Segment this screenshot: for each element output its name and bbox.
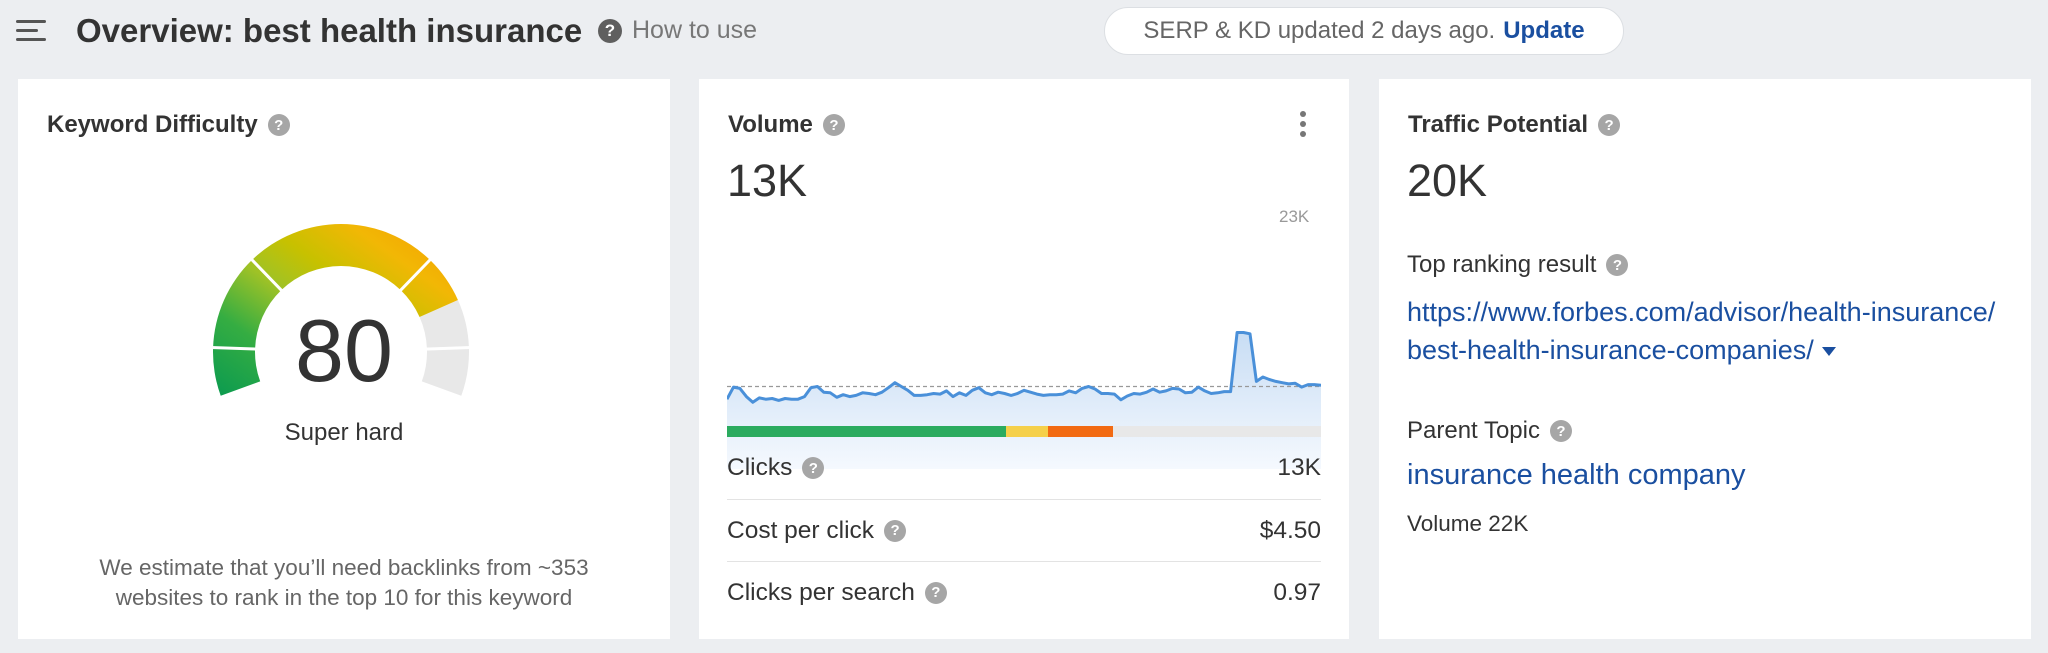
parent-topic-link[interactable]: insurance health company (1407, 459, 1746, 491)
volume-card: Volume ? 13K 23K Clicks? 13K Cost per cl… (699, 79, 1349, 639)
top-ranking-url[interactable]: https://www.forbes.com/advisor/health-in… (1407, 293, 2007, 369)
menu-icon[interactable] (16, 18, 46, 42)
volume-trend-line (727, 331, 1321, 404)
help-icon[interactable]: ? (1606, 254, 1629, 276)
top-bar: Overview: best health insurance ? How to… (0, 0, 2048, 62)
kd-score: 80 (295, 301, 393, 400)
kd-gauge-divider (424, 345, 471, 351)
metric-row-cpc: Cost per click? $4.50 (727, 499, 1321, 561)
metric-row-clicks: Clicks? 13K (727, 437, 1321, 499)
clicks-paid-segment (1047, 426, 1114, 437)
keyword-difficulty-card: Keyword Difficulty ? 80 Super hard We es… (18, 79, 670, 639)
kd-gauge-divider (249, 257, 284, 293)
top-ranking-url-text[interactable]: https://www.forbes.com/advisor/health-in… (1407, 297, 1996, 365)
kd-backlinks-note: We estimate that you’ll need backlinks f… (99, 555, 589, 610)
volume-title: Volume ? (728, 111, 845, 139)
kd-gauge-filled (213, 224, 458, 396)
serp-status-text: SERP & KD updated 2 days ago. (1143, 17, 1496, 44)
serp-status-pill: SERP & KD updated 2 days ago. Update (1104, 7, 1624, 55)
parent-topic-label-text: Parent Topic (1407, 417, 1540, 444)
tp-title-text: Traffic Potential (1408, 111, 1589, 138)
how-to-use-link[interactable]: ? How to use (598, 16, 757, 45)
update-link[interactable]: Update (1503, 17, 1585, 44)
kd-gauge-divider (398, 257, 433, 293)
help-icon[interactable]: ? (822, 114, 845, 136)
help-icon[interactable]: ? (802, 457, 825, 479)
tp-title: Traffic Potential ? (1408, 111, 1621, 139)
metric-label: Clicks per search (727, 578, 915, 606)
help-icon[interactable]: ? (924, 581, 947, 604)
top-ranking-label-text: Top ranking result (1407, 251, 1597, 278)
traffic-potential-value: 20K (1407, 155, 1488, 206)
how-to-use-label: How to use (632, 16, 758, 44)
clicks-mixed-segment (1006, 426, 1048, 437)
metric-label: Clicks (727, 454, 793, 481)
metric-value: 13K (1277, 454, 1321, 481)
volume-value: 13K (727, 155, 808, 206)
kd-gauge-divider (211, 345, 258, 351)
help-icon[interactable]: ? (267, 114, 290, 136)
help-icon[interactable]: ? (1549, 420, 1572, 442)
volume-title-text: Volume (728, 111, 813, 138)
metric-value: 0.97 (1273, 578, 1321, 606)
traffic-potential-card: Traffic Potential ? 20K Top ranking resu… (1379, 79, 2031, 639)
parent-topic-label: Parent Topic ? (1407, 417, 1572, 445)
help-icon[interactable]: ? (884, 519, 907, 542)
kd-rating: Super hard (284, 419, 404, 446)
chart-max-label: 23K (1279, 207, 1310, 226)
metric-label: Cost per click (727, 516, 875, 544)
clicks-organic-segment (727, 426, 1007, 437)
help-icon[interactable]: ? (1598, 114, 1621, 136)
kd-title: Keyword Difficulty ? (47, 111, 290, 139)
metric-value: $4.50 (1259, 516, 1321, 544)
help-icon: ? (598, 18, 622, 43)
kd-gauge (211, 224, 471, 396)
metric-row-clicks-per-search: Clicks per search? 0.97 (727, 561, 1321, 623)
clicks-split-bar (727, 426, 1321, 437)
more-options-icon[interactable] (1299, 111, 1307, 137)
top-ranking-label: Top ranking result ? (1407, 251, 1629, 279)
dropdown-caret-icon[interactable] (1821, 347, 1836, 357)
kd-title-text: Keyword Difficulty (47, 111, 258, 138)
parent-topic-volume: Volume 22K (1407, 511, 1529, 536)
page-title: Overview: best health insurance (76, 12, 583, 49)
